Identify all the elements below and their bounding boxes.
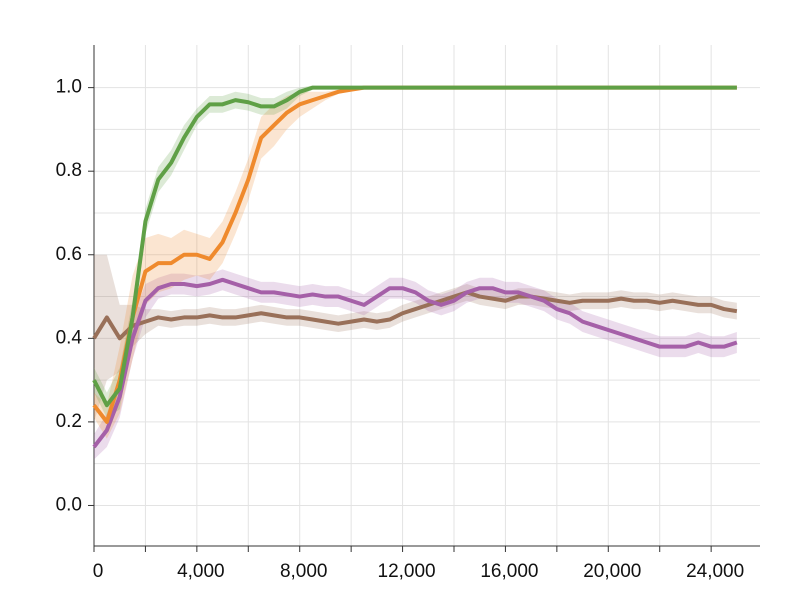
- y-tick-label: 0.0: [56, 494, 82, 515]
- x-tick-label: 20,000: [583, 561, 641, 582]
- error-band: [94, 254, 737, 422]
- x-tick-label: 16,000: [480, 561, 538, 582]
- y-tick-label: 0.6: [56, 244, 82, 265]
- y-tick-label: 0.8: [56, 160, 82, 181]
- x-tick-label: 8,000: [280, 561, 328, 582]
- series-line: [92, 277, 738, 449]
- x-tick-label: 4,000: [177, 561, 225, 582]
- x-tick-label: 24,000: [686, 561, 744, 582]
- y-tick-label: 0.4: [56, 327, 83, 348]
- y-tick-label: 0.2: [56, 411, 82, 432]
- error-band: [94, 87, 737, 439]
- x-tick-label: 12,000: [378, 561, 436, 582]
- x-tick-label: 0: [93, 561, 104, 582]
- y-tick-label: 1.0: [56, 77, 82, 98]
- series-line: [92, 85, 737, 408]
- series-line: [92, 290, 738, 341]
